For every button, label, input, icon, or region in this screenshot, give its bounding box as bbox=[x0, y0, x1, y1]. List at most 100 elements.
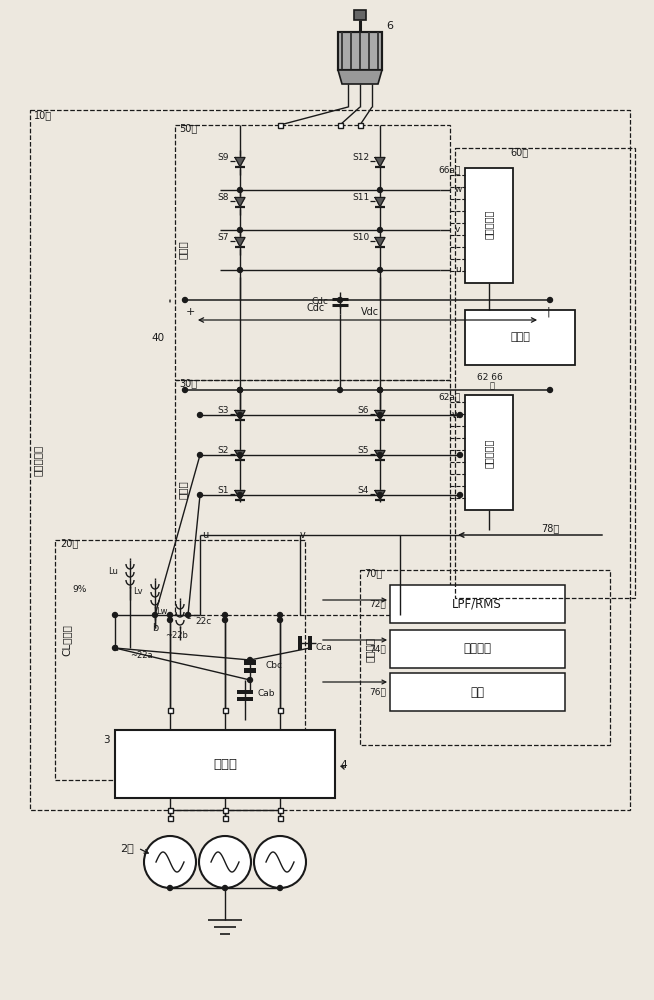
Text: 74，: 74， bbox=[370, 645, 386, 654]
Text: 整流器: 整流器 bbox=[178, 481, 188, 499]
Circle shape bbox=[458, 412, 462, 418]
Text: 6: 6 bbox=[386, 21, 393, 31]
Text: 76，: 76， bbox=[369, 688, 386, 696]
Circle shape bbox=[112, 646, 118, 650]
Circle shape bbox=[237, 267, 243, 272]
Circle shape bbox=[547, 387, 553, 392]
Polygon shape bbox=[235, 198, 245, 207]
Text: S11: S11 bbox=[352, 193, 370, 202]
Circle shape bbox=[237, 188, 243, 192]
Text: u: u bbox=[202, 530, 208, 540]
Circle shape bbox=[152, 612, 158, 617]
Bar bbox=[237, 697, 253, 701]
Text: Cdc: Cdc bbox=[307, 303, 325, 313]
Bar bbox=[390, 630, 565, 668]
Text: Cab: Cab bbox=[258, 688, 275, 698]
Text: 10，: 10， bbox=[34, 110, 52, 120]
Bar bbox=[167, 708, 173, 712]
Text: S9: S9 bbox=[218, 153, 229, 162]
Text: 62 66: 62 66 bbox=[477, 373, 503, 382]
Text: S12: S12 bbox=[352, 153, 370, 162]
Text: 阈値: 阈値 bbox=[470, 686, 484, 698]
Polygon shape bbox=[375, 237, 385, 246]
Polygon shape bbox=[235, 450, 245, 460]
Polygon shape bbox=[375, 490, 385, 499]
Circle shape bbox=[167, 617, 173, 622]
Text: 9%: 9% bbox=[73, 585, 87, 594]
Polygon shape bbox=[338, 70, 382, 84]
Bar bbox=[222, 708, 228, 712]
Text: 70，: 70， bbox=[364, 568, 382, 578]
Text: ~22a: ~22a bbox=[130, 650, 152, 660]
Text: 劣化检测: 劣化检测 bbox=[365, 638, 375, 662]
Circle shape bbox=[377, 387, 383, 392]
Polygon shape bbox=[235, 410, 245, 420]
Text: Cbc: Cbc bbox=[265, 660, 282, 670]
Text: w: w bbox=[452, 410, 460, 420]
Circle shape bbox=[458, 492, 462, 497]
Text: u: u bbox=[455, 265, 461, 274]
Bar bbox=[465, 168, 513, 283]
Bar bbox=[390, 585, 565, 623]
Circle shape bbox=[247, 678, 252, 682]
Text: Lw: Lw bbox=[156, 607, 168, 616]
Bar bbox=[390, 673, 565, 711]
Text: 2，: 2， bbox=[120, 843, 134, 853]
Text: 4: 4 bbox=[340, 760, 347, 770]
Bar bbox=[337, 122, 343, 127]
Text: ~22b: ~22b bbox=[165, 631, 188, 640]
Bar bbox=[298, 636, 302, 650]
Text: Lu: Lu bbox=[108, 568, 118, 576]
Text: Vdc: Vdc bbox=[361, 307, 379, 317]
Text: w: w bbox=[455, 186, 462, 194]
Text: S5: S5 bbox=[358, 446, 370, 455]
Text: 62a，: 62a， bbox=[439, 392, 461, 401]
Text: Cdc: Cdc bbox=[311, 298, 328, 306]
Text: v: v bbox=[300, 530, 306, 540]
Circle shape bbox=[237, 387, 243, 392]
Text: 20，: 20， bbox=[60, 538, 78, 548]
Bar bbox=[30, 110, 630, 810]
Text: S3: S3 bbox=[218, 406, 229, 415]
Circle shape bbox=[237, 452, 243, 458]
Bar bbox=[277, 816, 283, 820]
Circle shape bbox=[377, 188, 383, 192]
Circle shape bbox=[377, 387, 383, 392]
Bar bbox=[455, 148, 635, 598]
Bar bbox=[175, 125, 450, 380]
Circle shape bbox=[337, 387, 343, 392]
Bar bbox=[175, 380, 450, 615]
Text: S4: S4 bbox=[358, 486, 370, 495]
Circle shape bbox=[222, 886, 228, 890]
Text: 40: 40 bbox=[152, 333, 165, 343]
Circle shape bbox=[199, 836, 251, 888]
Bar bbox=[55, 540, 305, 780]
Circle shape bbox=[277, 617, 283, 622]
Bar bbox=[115, 730, 335, 798]
Text: LPF/RMS: LPF/RMS bbox=[452, 597, 502, 610]
Text: S8: S8 bbox=[218, 193, 229, 202]
Text: 66a，: 66a， bbox=[439, 165, 461, 174]
Bar bbox=[360, 570, 610, 745]
Polygon shape bbox=[375, 157, 385, 166]
Bar bbox=[277, 808, 283, 812]
Polygon shape bbox=[235, 157, 245, 166]
Circle shape bbox=[377, 267, 383, 272]
Bar bbox=[358, 122, 362, 127]
Text: S1: S1 bbox=[218, 486, 229, 495]
Circle shape bbox=[237, 492, 243, 497]
Text: 60，: 60， bbox=[510, 147, 528, 157]
Circle shape bbox=[144, 836, 196, 888]
Circle shape bbox=[222, 612, 228, 617]
Polygon shape bbox=[375, 450, 385, 460]
Bar bbox=[244, 660, 256, 665]
Circle shape bbox=[222, 617, 228, 622]
Circle shape bbox=[198, 412, 203, 418]
Text: 3: 3 bbox=[103, 735, 110, 745]
Text: a: a bbox=[112, 643, 118, 653]
Text: 72，: 72， bbox=[370, 599, 386, 608]
Text: Cca: Cca bbox=[316, 644, 333, 652]
Bar bbox=[222, 808, 228, 812]
Polygon shape bbox=[375, 198, 385, 207]
Text: S6: S6 bbox=[358, 406, 370, 415]
